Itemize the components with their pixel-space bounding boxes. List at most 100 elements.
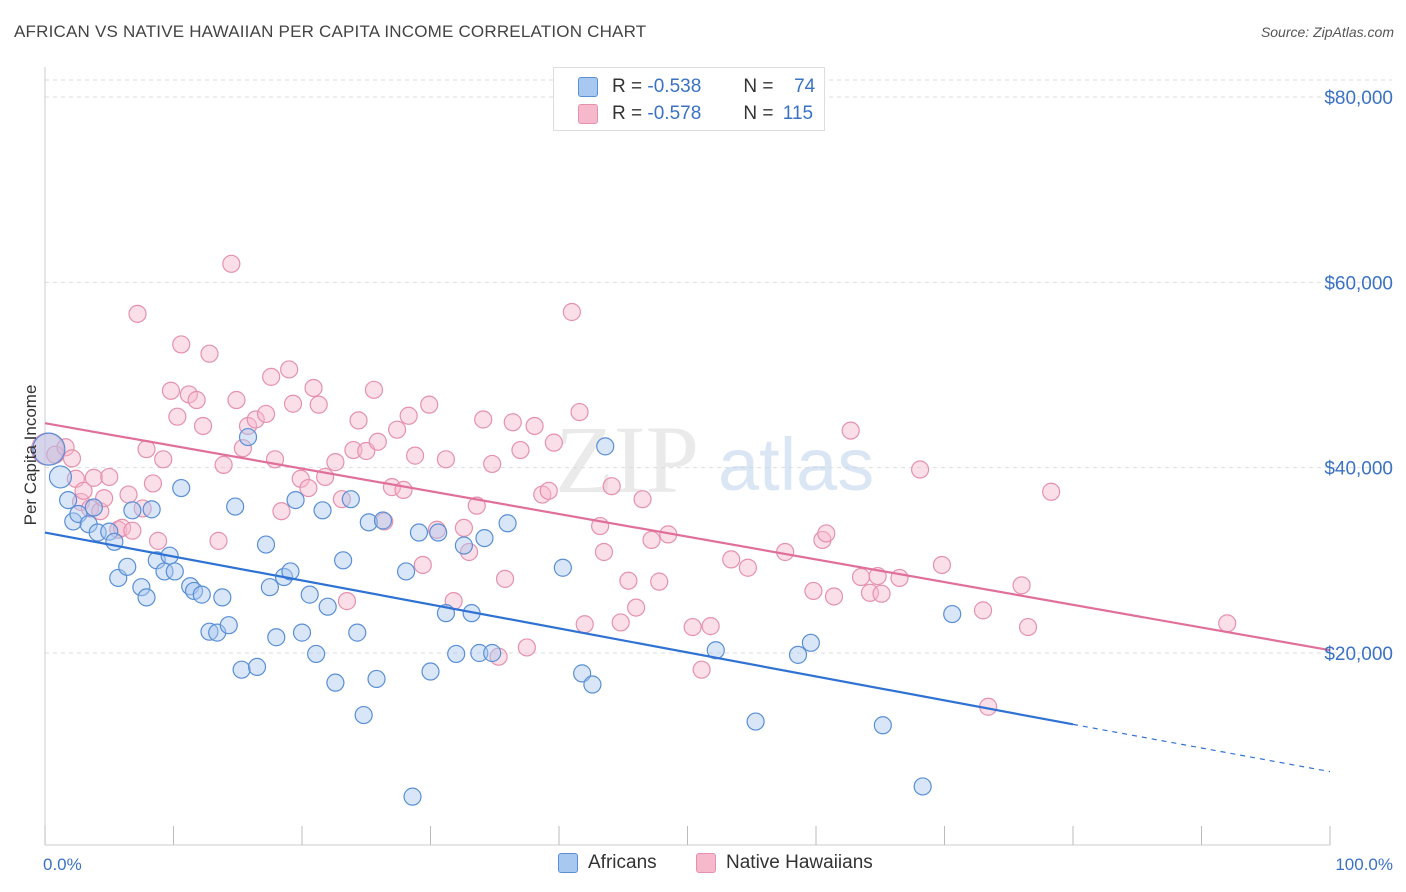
native-hawaiian-point [326,453,345,472]
african-point [429,523,448,542]
african-point [281,562,300,581]
native-hawaiian-point [227,390,246,410]
legend-item-africans[interactable]: Africans [558,852,657,874]
native-hawaiian-point [233,439,252,458]
native-hawaiian-point [495,569,515,588]
native-hawaiian-point [62,449,82,468]
native-hawaiian-point [256,404,276,424]
african-point [238,427,258,447]
native-hawaiian-point [738,558,757,577]
watermark: ZIP atlas [555,406,874,513]
african-point [32,432,66,466]
native-hawaiian-point [575,615,594,634]
african-point [409,523,429,542]
native-hawaiian-point [200,344,219,363]
native-hawaiian-point [119,485,138,504]
native-hawaiian-point [349,411,368,430]
african-point [165,562,184,581]
african-point [172,478,191,498]
native-hawaiian-point [375,512,394,531]
native-hawaiian-point [100,467,119,487]
legend-row-africans: R = -0.538 N = 74 [554,74,815,100]
native-hawaiian-point [420,395,439,414]
legend-item-native-hawaiians[interactable]: Native Hawaiians [696,852,873,874]
native-hawaiian-point [399,406,418,425]
native-hawaiian-point [594,542,614,562]
native-hawaiian-point [84,468,103,487]
native-hawaiians-legend-swatch [696,853,716,873]
native-hawaiian-point [642,530,661,550]
native-hawaiian-point [562,302,581,322]
r-value: -0.538 [647,76,702,97]
source-label: Source: ZipAtlas.com [1260,24,1394,40]
native-hawaiian-point [394,480,413,500]
y-tick-labels: $20,000 $40,000 $60,000 $80,000 [1324,88,1393,665]
african-point [421,662,440,681]
correlation-legend: R = -0.538 N = 74 R = -0.578 N = 115 [553,67,825,131]
native-hawaiian-point [214,455,233,474]
african-point [300,585,319,604]
african-point [447,644,466,664]
native-hawaiian-point [973,601,993,620]
african-point [475,528,494,548]
african-point [200,622,219,641]
african-point [118,557,137,576]
native-hawaiian-point [291,469,310,488]
native-hawaiian-point [544,433,563,452]
native-hawaiian-point [570,402,589,422]
african-point [943,604,962,624]
african-point [123,501,142,520]
native-hawaiian-point [337,592,357,611]
native-hawaiian-point [413,555,432,575]
african-point [341,490,360,509]
native-hawaiians-trend-line [44,422,1331,652]
african-point [367,669,386,689]
african-point [354,705,373,725]
native-hawaiian-point [932,555,952,575]
axes [44,67,1331,846]
african-point [48,465,73,489]
africans-trend-line [44,531,1074,726]
native-hawaiian-point [517,638,536,657]
native-hawaiian-point [722,550,741,569]
native-hawaiian-point [483,454,502,474]
african-point [132,578,151,597]
native-hawaiian-point [387,420,407,439]
native-hawaiian-point [193,416,213,436]
legend-row-native-hawaiians: R = -0.578 N = 115 [554,101,813,127]
native-hawaiian-point [841,421,860,440]
n-value: 115 [782,103,814,124]
native-hawaiian-point [872,584,891,603]
african-point [219,616,238,635]
native-hawaiian-point [539,481,558,500]
native-hawaiian-point [511,440,530,460]
african-point [232,660,251,679]
african-point [470,643,489,663]
native-hawaiian-point [467,496,486,515]
african-point [137,588,156,607]
native-hawaiian-point [128,304,147,323]
african-point [498,514,517,533]
native-hawaiian-point [309,395,328,414]
native-hawaiian-point [436,450,456,469]
african-point [256,535,276,554]
native-hawaiian-point [602,477,621,496]
african-point [247,657,267,677]
series-legend: Africans Native Hawaiians [0,852,1406,878]
africans-legend-swatch [558,853,578,873]
native-hawaiian-point [344,440,363,460]
native-hawaiian-point [172,335,191,354]
african-point [100,522,119,541]
african-point [59,491,78,510]
african-point [142,500,161,519]
african-point [226,497,245,516]
native-hawaiian-point [611,613,630,632]
african-point [403,787,422,806]
native-hawaiian-point [824,587,844,606]
native-hawaiian-point [74,481,93,500]
x-tick-labels: 0.0% 100.0% [43,855,1393,874]
native-hawaiian-point [143,474,163,493]
n-value: 74 [794,76,816,97]
native-hawaiian-point [56,438,75,457]
